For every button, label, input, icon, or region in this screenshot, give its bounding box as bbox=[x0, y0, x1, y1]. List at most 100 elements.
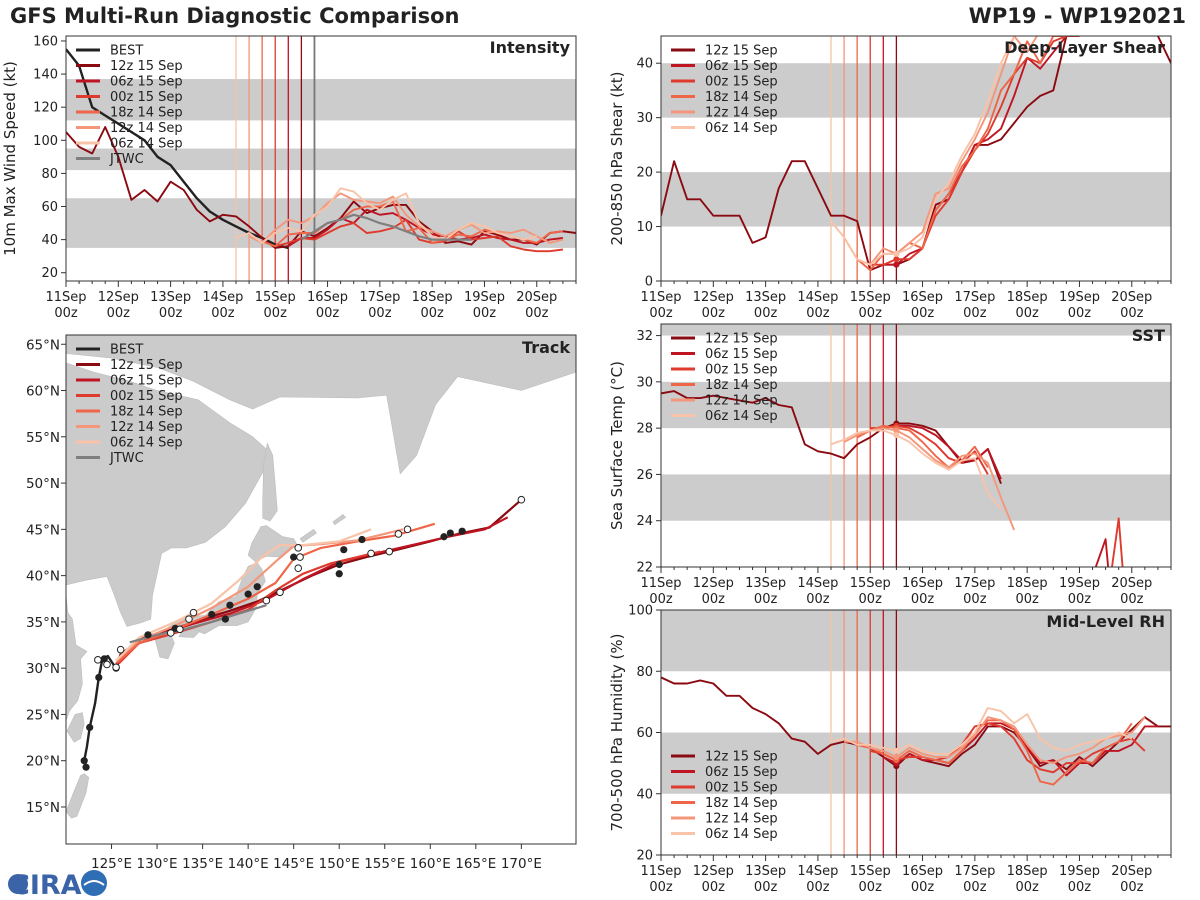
rh-marker-r06z14 bbox=[893, 747, 900, 754]
shear-xtick-day-2: 13Sep bbox=[745, 290, 786, 305]
shear-plot-area bbox=[661, 36, 1171, 281]
track-point-open-12 bbox=[294, 544, 303, 552]
track-series-jtwc bbox=[129, 604, 267, 644]
track-xtick-label-5: 150°E bbox=[319, 856, 360, 872]
intensity-xtick-day-8: 19Sep bbox=[464, 290, 505, 305]
intensity-xtick-hour-2: 00z bbox=[159, 306, 183, 321]
track-ytick-label-0: 15°N bbox=[26, 800, 60, 816]
track-point-open-4 bbox=[166, 629, 175, 637]
track-point-filled-0 bbox=[82, 763, 90, 771]
sst-xtick-hour-7: 00z bbox=[1015, 592, 1039, 607]
intensity-xtick-hour-0: 00z bbox=[54, 306, 78, 321]
track-land-sakhalin bbox=[262, 442, 278, 522]
sst-plot-area bbox=[661, 324, 1171, 567]
sst-xtick-day-6: 17Sep bbox=[954, 576, 995, 591]
intensity-legend-label-r12z14: 12z 14 Sep bbox=[110, 121, 183, 136]
sst-xtick-hour-3: 00z bbox=[806, 592, 830, 607]
track-ytick-label-6: 45°N bbox=[26, 522, 60, 538]
intensity-xtick-day-5: 16Sep bbox=[307, 290, 348, 305]
shear-frame bbox=[660, 35, 1172, 282]
track-point-filled-6 bbox=[144, 631, 152, 639]
track-point-open-3 bbox=[116, 645, 125, 654]
intensity-ytick-label-1: 40 bbox=[41, 233, 58, 248]
track-series-r00z15 bbox=[118, 550, 381, 665]
rh-ytick-label-3: 80 bbox=[636, 665, 653, 680]
track-point-open-7 bbox=[189, 608, 198, 617]
track-point-filled-4 bbox=[100, 655, 108, 663]
track-point-filled-16 bbox=[340, 546, 348, 554]
intensity-series-r00z15 bbox=[274, 218, 564, 253]
track-xtick-label-9: 170°E bbox=[501, 856, 542, 872]
sst-title: SST bbox=[1132, 326, 1165, 345]
track-ytick-label-1: 20°N bbox=[26, 754, 60, 770]
rh-xtick-hour-7: 00z bbox=[1015, 880, 1039, 895]
intensity-series-r06z15 bbox=[287, 208, 564, 248]
track-ytick-label-4: 35°N bbox=[26, 615, 60, 631]
shear-xtick-hour-9: 00z bbox=[1120, 306, 1144, 321]
sst-series-r12z15 bbox=[661, 390, 1002, 485]
intensity-band-0 bbox=[66, 198, 576, 248]
intensity-ytick-label-7: 160 bbox=[33, 34, 58, 49]
track-plot-area bbox=[66, 335, 576, 819]
track-point-filled-18 bbox=[440, 533, 448, 541]
intensity-xtick-hour-3: 00z bbox=[211, 306, 235, 321]
rh-xtick-hour-8: 00z bbox=[1068, 880, 1092, 895]
shear-xtick-day-0: 11Sep bbox=[640, 290, 681, 305]
track-point-filled-14 bbox=[335, 570, 343, 578]
page-title: GFS Multi-Run Diagnostic Comparison bbox=[10, 4, 460, 28]
intensity-xtick-day-4: 15Sep bbox=[255, 290, 296, 305]
sst-legend-label-r12z15: 12z 15 Sep bbox=[705, 332, 778, 347]
sst-xtick-hour-9: 00z bbox=[1120, 592, 1144, 607]
shear-ylabel: 200-850 hPa Shear (kt) bbox=[608, 72, 626, 246]
track-ytick-label-2: 25°N bbox=[26, 707, 60, 723]
track-point-open-2 bbox=[112, 663, 120, 672]
track-point-open-1 bbox=[103, 660, 111, 669]
rh-legend-label-r12z14: 12z 14 Sep bbox=[705, 812, 778, 827]
shear-legend-label-r18z14: 18z 14 Sep bbox=[705, 90, 778, 105]
rh-xtick-day-2: 13Sep bbox=[745, 864, 786, 879]
intensity-ytick-label-5: 120 bbox=[33, 101, 58, 116]
rh-xtick-hour-4: 00z bbox=[859, 880, 883, 895]
shear-ytick-label-1: 10 bbox=[636, 220, 653, 235]
shear-xtick-hour-2: 00z bbox=[754, 306, 778, 321]
shear-ytick-label-0: 0 bbox=[645, 275, 653, 290]
rh-xtick-hour-1: 00z bbox=[702, 880, 726, 895]
sst-legend-label-r06z15: 06z 15 Sep bbox=[705, 347, 778, 362]
sst-xtick-day-4: 15Sep bbox=[850, 576, 891, 591]
sst-xtick-hour-0: 00z bbox=[649, 592, 673, 607]
track-point-filled-1 bbox=[80, 757, 88, 765]
sst-legend-label-r06z14: 06z 14 Sep bbox=[705, 409, 778, 424]
sst-legend-label-r00z15: 00z 15 Sep bbox=[705, 363, 778, 378]
logo-text: CIRA bbox=[10, 870, 82, 900]
intensity-ytick-label-6: 140 bbox=[33, 68, 58, 83]
intensity-legend-label-r06z15: 06z 15 Sep bbox=[110, 75, 183, 90]
rh-marker-r12z14 bbox=[893, 754, 900, 760]
track-ytick-label-5: 40°N bbox=[26, 569, 60, 585]
intensity-ylabel: 10m Max Wind Speed (kt) bbox=[1, 61, 19, 256]
shear-xtick-hour-4: 00z bbox=[859, 306, 883, 321]
track-land-luzon bbox=[66, 773, 90, 819]
shear-xtick-day-9: 20Sep bbox=[1111, 290, 1152, 305]
shear-series-r12z14 bbox=[843, 36, 1039, 266]
shear-legend-label-r06z15: 06z 15 Sep bbox=[705, 59, 778, 74]
track-land-kuril-2 bbox=[332, 514, 347, 526]
shear-xtick-hour-5: 00z bbox=[911, 306, 935, 321]
track-legend-label-best: BEST bbox=[110, 343, 143, 358]
track-xtick-label-6: 155°E bbox=[364, 856, 405, 872]
shear-band-1 bbox=[661, 63, 1171, 118]
track-xtick-label-1: 130°E bbox=[137, 856, 178, 872]
rh-legend-label-r00z15: 00z 15 Sep bbox=[705, 781, 778, 796]
intensity-legend-label-r18z14: 18z 14 Sep bbox=[110, 106, 183, 121]
track-land-honshu bbox=[164, 562, 266, 635]
track-point-open-14 bbox=[385, 547, 394, 556]
track-title: Track bbox=[522, 338, 570, 357]
intensity-xtick-hour-1: 00z bbox=[107, 306, 131, 321]
track-land-shikoku bbox=[178, 628, 201, 638]
rh-xtick-hour-9: 00z bbox=[1120, 880, 1144, 895]
shear-marker-r06z15 bbox=[893, 261, 900, 268]
rh-xtick-day-1: 12Sep bbox=[693, 864, 734, 879]
track-ytick-label-10: 65°N bbox=[26, 337, 60, 353]
intensity-xtick-hour-4: 00z bbox=[264, 306, 288, 321]
sst-marker-r06z14 bbox=[893, 432, 900, 439]
rh-xtick-day-0: 11Sep bbox=[640, 864, 681, 879]
